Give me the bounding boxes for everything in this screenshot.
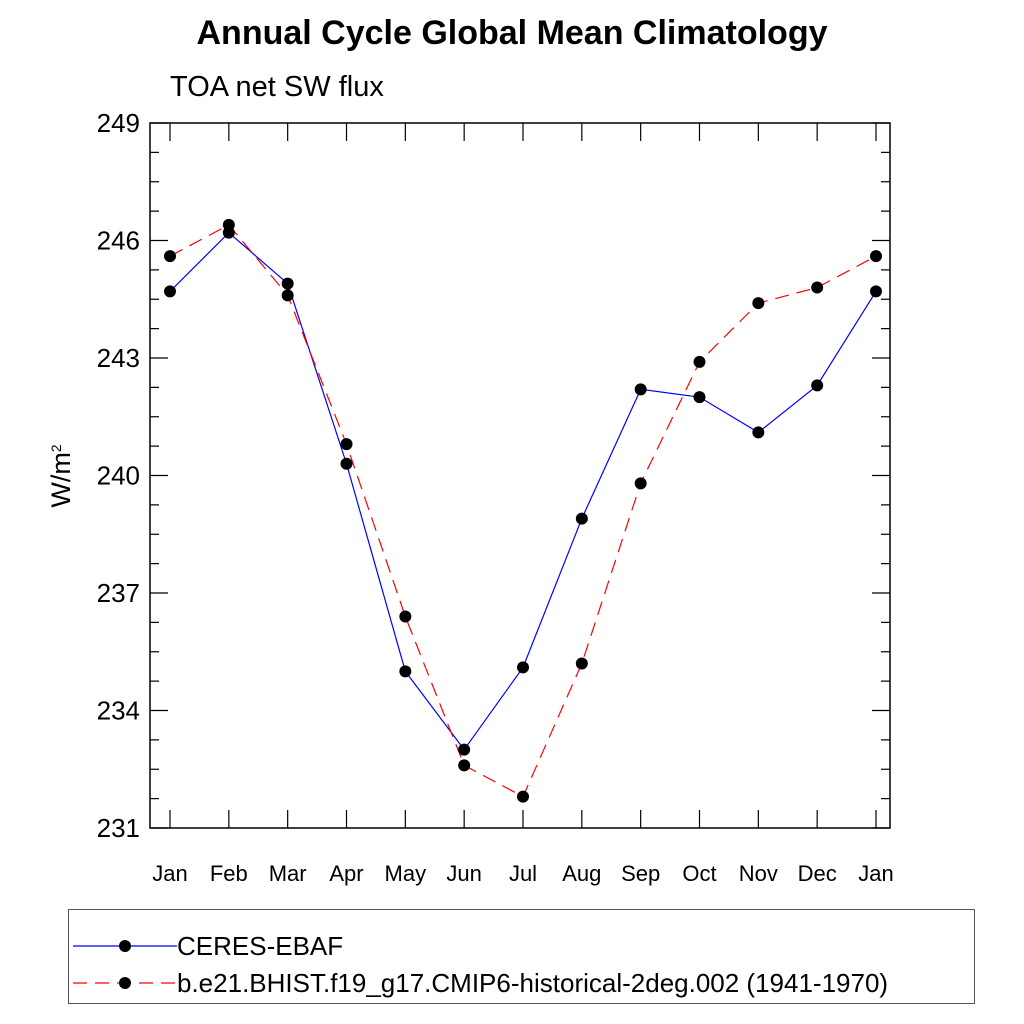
chart-subtitle: TOA net SW flux bbox=[170, 71, 384, 103]
y-axis-label: W/m2 bbox=[46, 444, 76, 507]
plot-frame bbox=[149, 122, 891, 829]
y-axis-label-superscript: 2 bbox=[48, 444, 64, 452]
y-tick-label: 240 bbox=[97, 461, 140, 491]
x-tick-label: Dec bbox=[798, 861, 837, 886]
series-line-1 bbox=[169, 224, 877, 798]
series-0-point bbox=[399, 665, 412, 678]
x-tick-label: Apr bbox=[329, 861, 363, 886]
series-1-point bbox=[222, 218, 235, 231]
x-tick-label: Jan bbox=[152, 861, 187, 886]
series-1-point bbox=[693, 355, 706, 368]
series-1-point bbox=[517, 790, 529, 803]
x-tick-label: Mar bbox=[269, 861, 307, 886]
y-tick-label: 237 bbox=[97, 578, 140, 608]
y-tick-label: 243 bbox=[97, 343, 140, 373]
legend-label-ceres: CERES-EBAF bbox=[177, 931, 344, 961]
legend-item-ceres: CERES-EBAF bbox=[69, 928, 974, 964]
x-tick-label: Sep bbox=[621, 861, 660, 886]
series-1-point bbox=[575, 657, 588, 670]
x-tick-label: Jul bbox=[509, 861, 537, 886]
x-tick-label: Oct bbox=[682, 861, 716, 886]
series-0-point bbox=[575, 512, 588, 525]
series-1-point bbox=[399, 610, 412, 623]
y-axis: 231 234 237 240 243 246 249 bbox=[97, 108, 890, 843]
series-0-point bbox=[458, 743, 471, 756]
series-0-point bbox=[693, 391, 706, 404]
legend-swatch-ceres bbox=[73, 940, 177, 952]
series-1-point bbox=[752, 297, 765, 310]
series-0-point bbox=[870, 285, 882, 298]
y-tick-label: 234 bbox=[97, 696, 140, 726]
legend: CERES-EBAF b.e21.BHIST.f19_g17.CMIP6-his… bbox=[68, 909, 975, 1004]
legend-item-model: b.e21.BHIST.f19_g17.CMIP6-historical-2de… bbox=[69, 965, 974, 1001]
series-layer bbox=[164, 218, 882, 803]
legend-swatch-model bbox=[73, 977, 177, 989]
series-1-point bbox=[164, 250, 176, 263]
y-tick-label: 249 bbox=[97, 108, 140, 138]
x-tick-label: Feb bbox=[210, 861, 248, 886]
series-1-point bbox=[634, 477, 647, 490]
series-1-point bbox=[811, 281, 824, 294]
y-tick-label: 246 bbox=[97, 226, 140, 256]
x-axis: Jan Feb Mar Apr May Jun Jul Aug Sep Oct Nov Dec Jan bbox=[152, 123, 894, 886]
series-1-point bbox=[340, 438, 353, 451]
x-tick-label: May bbox=[385, 861, 427, 886]
series-0-point bbox=[752, 426, 765, 439]
series-0-point bbox=[340, 457, 353, 470]
legend-label-model: b.e21.BHIST.f19_g17.CMIP6-historical-2de… bbox=[177, 968, 889, 998]
x-tick-label: Aug bbox=[562, 861, 601, 886]
series-0-point bbox=[634, 383, 647, 396]
x-tick-label: Nov bbox=[739, 861, 778, 886]
series-0-point bbox=[811, 379, 824, 392]
series-1-point bbox=[870, 250, 882, 263]
series-0-point bbox=[164, 285, 176, 298]
x-tick-label: Jun bbox=[446, 861, 481, 886]
x-tick-label: Jan bbox=[858, 861, 893, 886]
series-0-point bbox=[281, 277, 294, 290]
series-1-point bbox=[281, 289, 294, 302]
chart-title: Annual Cycle Global Mean Climatology bbox=[196, 14, 828, 52]
series-1-point bbox=[458, 759, 471, 772]
series-0-point bbox=[517, 661, 529, 674]
y-tick-label: 231 bbox=[97, 813, 140, 843]
